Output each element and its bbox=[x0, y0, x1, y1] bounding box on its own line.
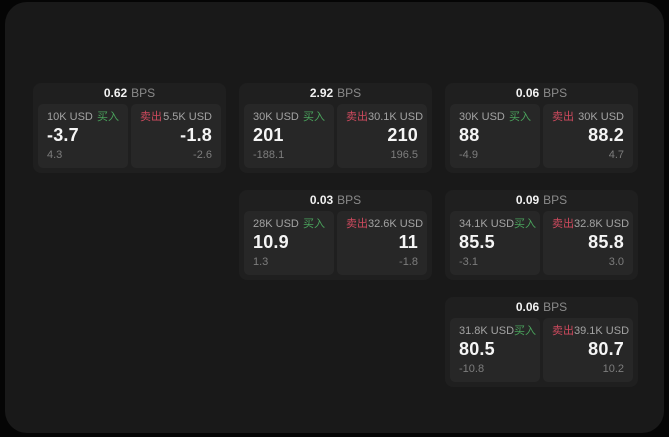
buy-amount: 30K USD bbox=[253, 111, 299, 123]
card-header: 0.06 BPS bbox=[450, 297, 633, 318]
sell-panel[interactable]: 卖出 32.8K USD 85.8 3.0 bbox=[543, 211, 633, 275]
sell-sub-value: 4.7 bbox=[608, 149, 624, 161]
buy-panel[interactable]: 34.1K USD 买入 85.5 -3.1 bbox=[450, 211, 540, 275]
buy-side-label: 买入 bbox=[303, 218, 325, 230]
buy-sub-value: -4.9 bbox=[459, 149, 478, 161]
bps-unit-label: BPS bbox=[543, 193, 568, 207]
buy-amount: 10K USD bbox=[47, 111, 93, 123]
bps-unit-label: BPS bbox=[543, 86, 568, 100]
sell-side-label: 卖出 bbox=[552, 325, 574, 337]
buy-sub-value: 1.3 bbox=[253, 256, 269, 268]
buy-price: 201 bbox=[253, 125, 284, 145]
sell-amount: 32.8K USD bbox=[574, 218, 630, 230]
quote-panels: 28K USD 买入 10.9 1.3 卖出 32.6K USD 11 -1.8 bbox=[244, 211, 427, 275]
sell-amount: 39.1K USD bbox=[574, 325, 630, 337]
sell-price: 88.2 bbox=[588, 125, 624, 145]
sell-side-label: 卖出 bbox=[140, 111, 162, 123]
bps-unit-label: BPS bbox=[337, 86, 362, 100]
sell-panel[interactable]: 卖出 32.6K USD 11 -1.8 bbox=[337, 211, 427, 275]
buy-side-label: 买入 bbox=[509, 111, 531, 123]
card-header: 0.09 BPS bbox=[450, 190, 633, 211]
buy-price: 10.9 bbox=[253, 232, 289, 252]
sell-sub-value: -2.6 bbox=[193, 149, 212, 161]
sell-sub-value: 10.2 bbox=[602, 363, 624, 375]
sell-amount: 32.6K USD bbox=[368, 218, 424, 230]
sell-price: 210 bbox=[387, 125, 418, 145]
buy-sub-value: -10.8 bbox=[459, 363, 485, 375]
sell-price: 85.8 bbox=[588, 232, 624, 252]
sell-panel[interactable]: 卖出 5.5K USD -1.8 -2.6 bbox=[131, 104, 221, 168]
buy-panel[interactable]: 30K USD 买入 88 -4.9 bbox=[450, 104, 540, 168]
quote-panels: 31.8K USD 买入 80.5 -10.8 卖出 39.1K USD 80.… bbox=[450, 318, 633, 382]
buy-side-label: 买入 bbox=[514, 218, 537, 230]
sell-amount: 5.5K USD bbox=[163, 111, 212, 123]
bps-spread-value: 2.92 bbox=[309, 86, 334, 100]
buy-side-label: 买入 bbox=[97, 111, 119, 123]
buy-sub-value: -188.1 bbox=[253, 149, 285, 161]
buy-panel[interactable]: 31.8K USD 买入 80.5 -10.8 bbox=[450, 318, 540, 382]
sell-panel[interactable]: 卖出 30K USD 88.2 4.7 bbox=[543, 104, 633, 168]
quote-card-2: 2.92 BPS 30K USD 买入 201 -188.1 卖出 30.1K … bbox=[239, 83, 432, 173]
sell-amount: 30.1K USD bbox=[368, 111, 424, 123]
sell-side-label: 卖出 bbox=[552, 218, 574, 230]
card-header: 0.62 BPS bbox=[38, 83, 221, 104]
buy-panel[interactable]: 28K USD 买入 10.9 1.3 bbox=[244, 211, 334, 275]
bps-spread-value: 0.09 bbox=[515, 193, 540, 207]
quote-panels: 30K USD 买入 201 -188.1 卖出 30.1K USD 210 1… bbox=[244, 104, 427, 168]
bps-unit-label: BPS bbox=[131, 86, 156, 100]
bps-spread-value: 0.03 bbox=[309, 193, 334, 207]
bps-spread-value: 0.06 bbox=[515, 300, 540, 314]
sell-sub-value: 196.5 bbox=[390, 149, 418, 161]
sell-side-label: 卖出 bbox=[346, 111, 368, 123]
card-header: 2.92 BPS bbox=[244, 83, 427, 104]
bps-unit-label: BPS bbox=[337, 193, 362, 207]
sell-price: -1.8 bbox=[180, 125, 212, 145]
sell-panel[interactable]: 卖出 39.1K USD 80.7 10.2 bbox=[543, 318, 633, 382]
sell-side-label: 卖出 bbox=[552, 111, 574, 123]
bps-unit-label: BPS bbox=[543, 300, 568, 314]
buy-sub-value: 4.3 bbox=[47, 149, 63, 161]
quote-panels: 10K USD 买入 -3.7 4.3 卖出 5.5K USD -1.8 -2.… bbox=[38, 104, 221, 168]
buy-panel[interactable]: 30K USD 买入 201 -188.1 bbox=[244, 104, 334, 168]
sell-sub-value: 3.0 bbox=[608, 256, 624, 268]
buy-amount: 28K USD bbox=[253, 218, 299, 230]
buy-sub-value: -3.1 bbox=[459, 256, 478, 268]
quote-card-5: 0.09 BPS 34.1K USD 买入 85.5 -3.1 卖出 32.8K… bbox=[445, 190, 638, 280]
buy-amount: 34.1K USD bbox=[459, 218, 515, 230]
sell-side-label: 卖出 bbox=[346, 218, 368, 230]
buy-price: 88 bbox=[459, 125, 480, 145]
sell-panel[interactable]: 卖出 30.1K USD 210 196.5 bbox=[337, 104, 427, 168]
buy-side-label: 买入 bbox=[514, 325, 537, 337]
buy-price: -3.7 bbox=[47, 125, 79, 145]
quote-card-4: 0.03 BPS 28K USD 买入 10.9 1.3 卖出 32.6K US… bbox=[239, 190, 432, 280]
quote-card-1: 0.62 BPS 10K USD 买入 -3.7 4.3 卖出 5.5K USD… bbox=[33, 83, 226, 173]
quote-panels: 30K USD 买入 88 -4.9 卖出 30K USD 88.2 4.7 bbox=[450, 104, 633, 168]
sell-price: 11 bbox=[398, 232, 418, 252]
quote-panels: 34.1K USD 买入 85.5 -3.1 卖出 32.8K USD 85.8… bbox=[450, 211, 633, 275]
buy-price: 85.5 bbox=[459, 232, 495, 252]
sell-sub-value: -1.8 bbox=[399, 256, 418, 268]
buy-side-label: 买入 bbox=[303, 111, 325, 123]
buy-panel[interactable]: 10K USD 买入 -3.7 4.3 bbox=[38, 104, 128, 168]
buy-amount: 31.8K USD bbox=[459, 325, 515, 337]
sell-price: 80.7 bbox=[588, 339, 624, 359]
quote-card-6: 0.06 BPS 31.8K USD 买入 80.5 -10.8 卖出 39.1… bbox=[445, 297, 638, 387]
sell-amount: 30K USD bbox=[578, 111, 624, 123]
buy-price: 80.5 bbox=[459, 339, 495, 359]
buy-amount: 30K USD bbox=[459, 111, 505, 123]
card-header: 0.03 BPS bbox=[244, 190, 427, 211]
quote-card-3: 0.06 BPS 30K USD 买入 88 -4.9 卖出 30K USD 8… bbox=[445, 83, 638, 173]
bps-spread-value: 0.62 bbox=[103, 86, 128, 100]
bps-spread-value: 0.06 bbox=[515, 86, 540, 100]
card-header: 0.06 BPS bbox=[450, 83, 633, 104]
